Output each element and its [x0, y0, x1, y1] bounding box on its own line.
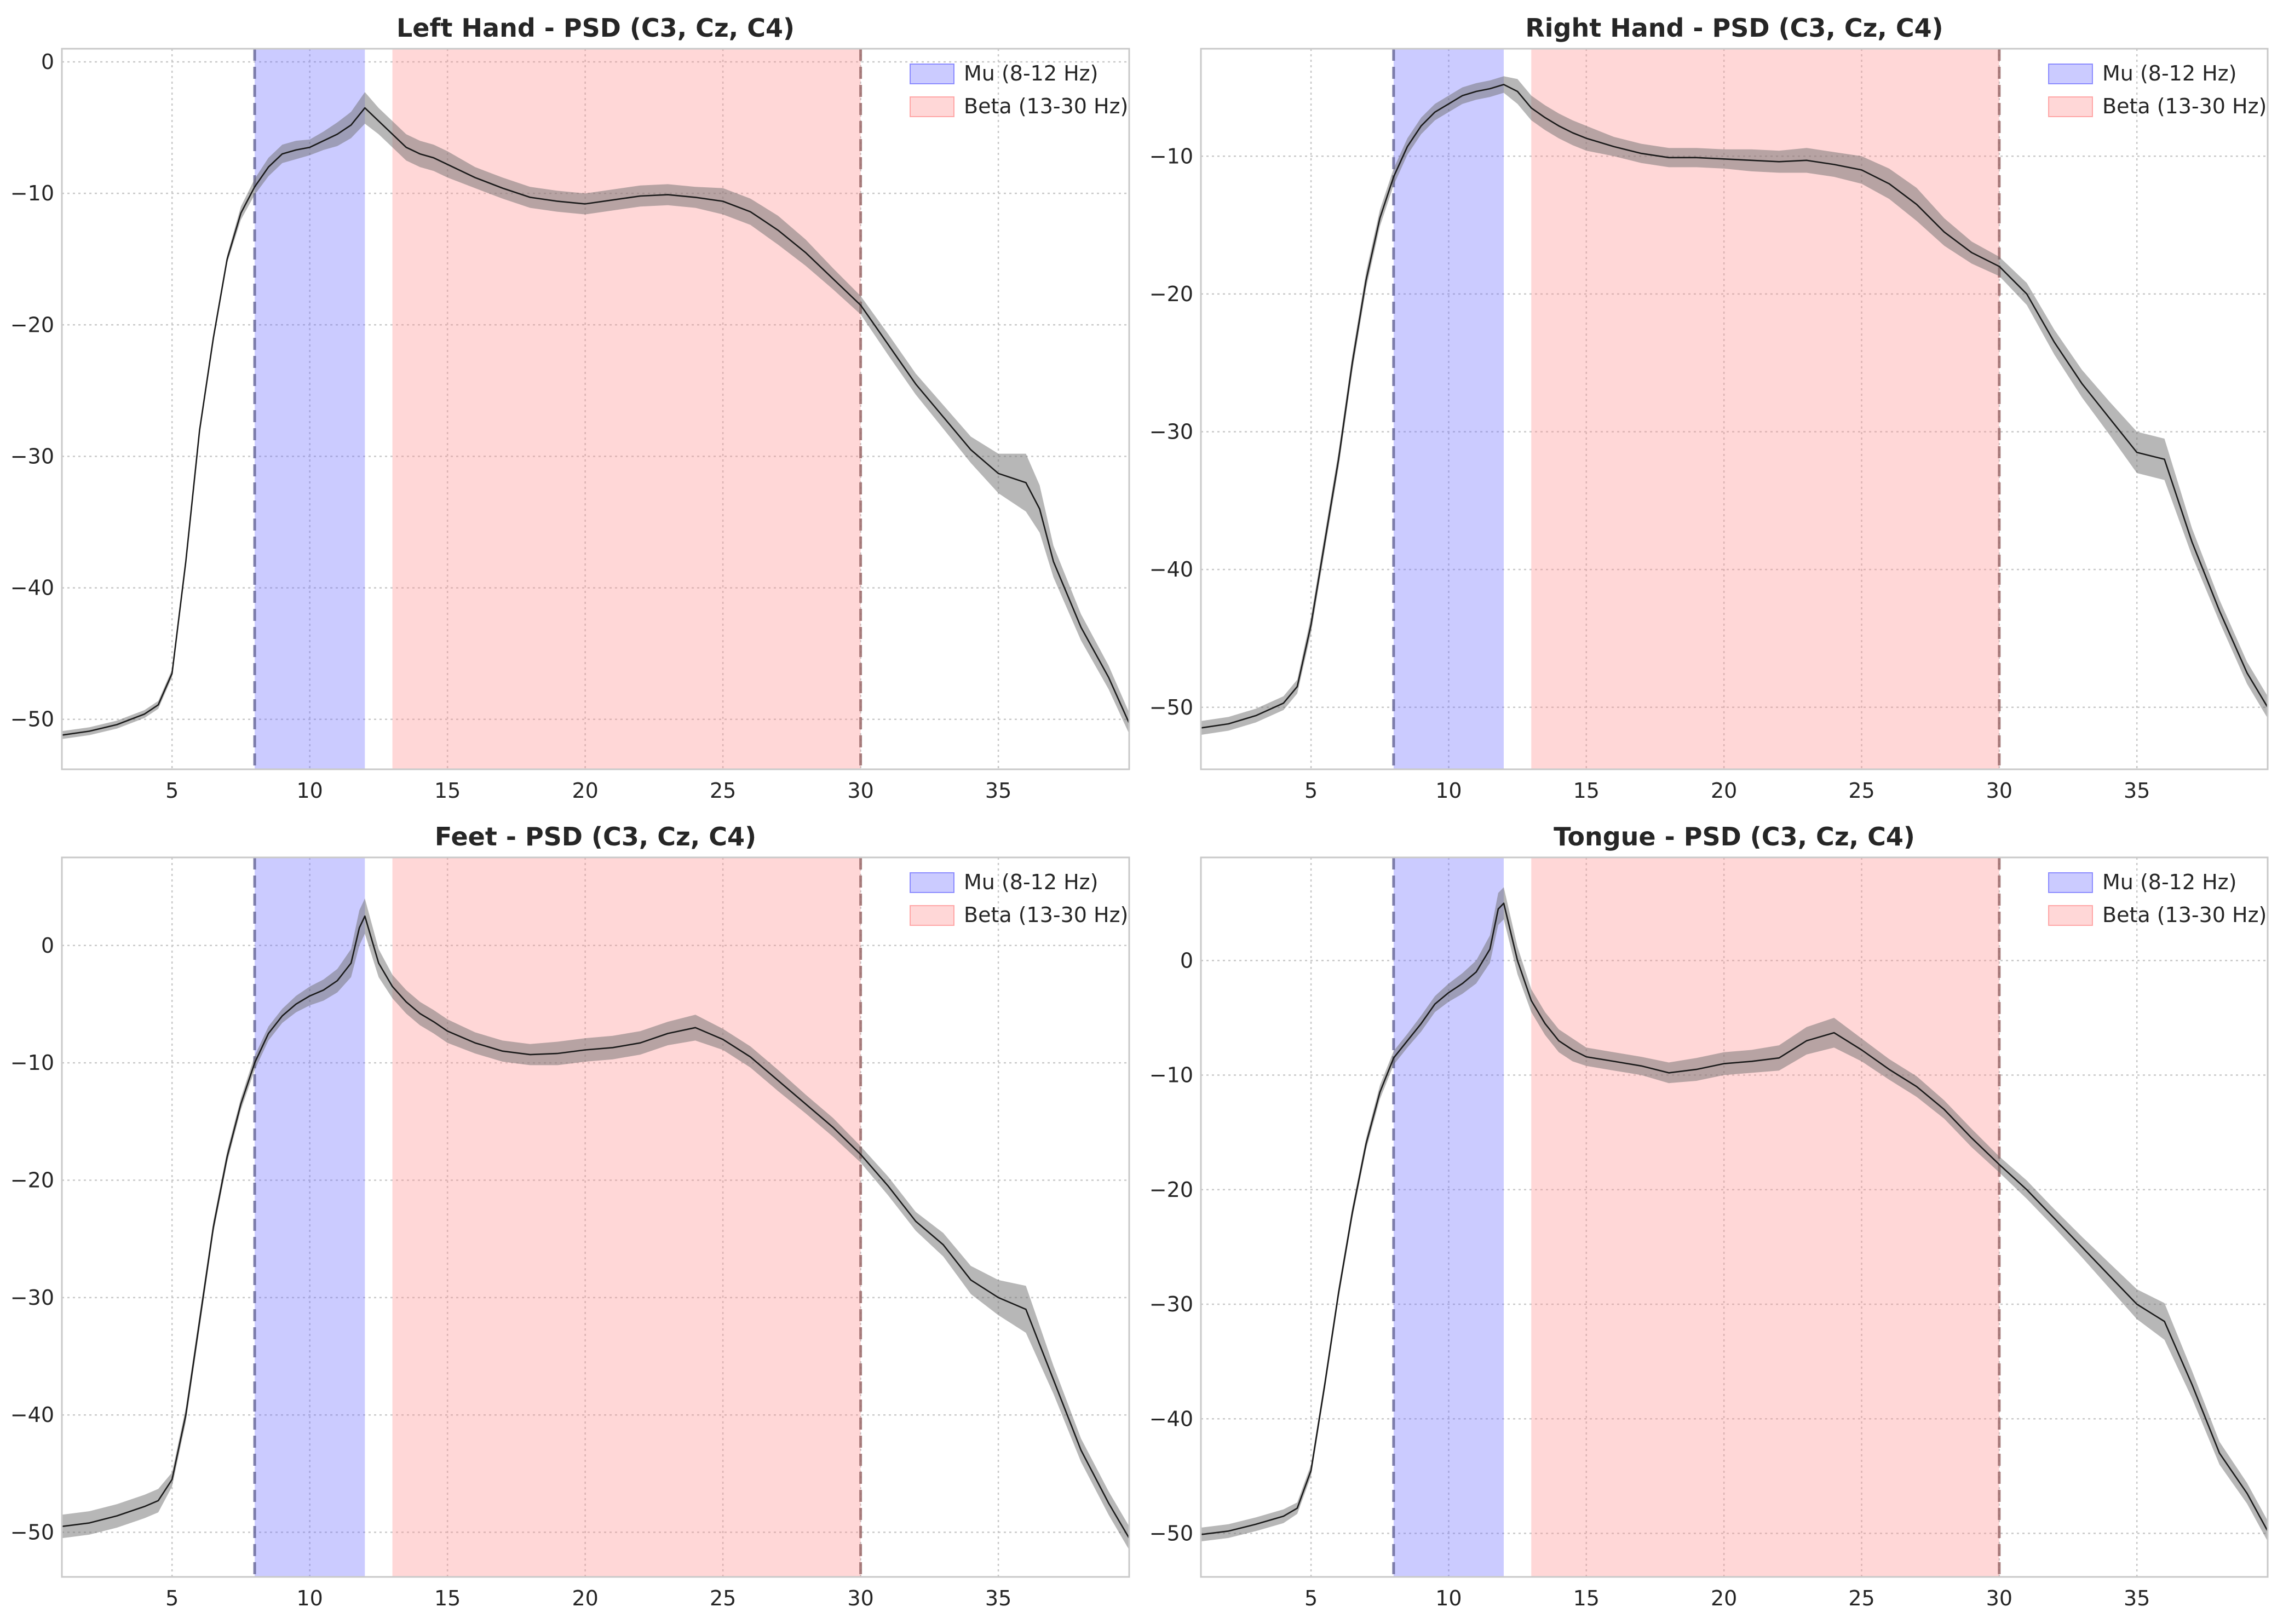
x-tick-label: 25 — [710, 779, 736, 803]
y-tick-label: −40 — [1149, 557, 1193, 581]
psd-mean-line — [62, 107, 1129, 736]
legend-swatch — [910, 64, 954, 84]
legend-label: Mu (8-12 Hz) — [964, 870, 1098, 894]
y-tick-label: −50 — [1149, 695, 1193, 719]
y-tick-label: 0 — [41, 934, 54, 958]
legend-label: Beta (13-30 Hz) — [964, 903, 1128, 927]
x-tick-label: 10 — [296, 1586, 323, 1610]
x-tick-label: 35 — [2124, 779, 2150, 803]
y-tick-label: −10 — [10, 181, 54, 205]
plot-content — [62, 857, 1129, 1577]
y-tick-label: −20 — [10, 313, 54, 337]
y-tick-label: −30 — [10, 444, 54, 468]
x-tick-label: 20 — [572, 1586, 598, 1610]
x-tick-label: 25 — [710, 1586, 736, 1610]
psd-mean-line — [1201, 84, 2268, 729]
y-tick-label: −10 — [10, 1051, 54, 1075]
x-tick-label: 5 — [165, 1586, 179, 1610]
axes-frame — [1200, 856, 2269, 1578]
x-tick-label: 5 — [165, 779, 179, 803]
y-tick-label: −20 — [1149, 1178, 1193, 1202]
y-tick-label: 0 — [41, 50, 54, 74]
beta-band — [392, 49, 861, 769]
legend-swatch — [2048, 872, 2093, 893]
chart-panel-1: 5 10 15 20 25 30 35 0 −10 −20 −30 −40 −50 Left Hand -… — [10, 13, 1130, 803]
legend-label: Mu (8-12 Hz) — [2102, 61, 2236, 85]
y-tick-label: −50 — [1149, 1521, 1193, 1545]
x-tick-label: 10 — [1435, 1586, 1462, 1610]
legend-swatch — [910, 872, 954, 893]
panel-title: Feet - PSD (C3, Cz, C4) — [435, 822, 756, 851]
axes-frame — [61, 856, 1130, 1578]
x-tick-label: 30 — [847, 779, 873, 803]
x-tick-label: 15 — [434, 1586, 461, 1610]
y-tick-label: −30 — [1149, 1292, 1193, 1316]
x-tick-label: 10 — [296, 779, 323, 803]
x-tick-label: 30 — [847, 1586, 873, 1610]
psd-mean-line — [1201, 902, 2268, 1535]
chart-panel-4: 5 10 15 20 25 30 35 0 −10 −20 −30 −40 −50 Tongue - PS… — [1149, 822, 2269, 1610]
x-tick-label: 15 — [1573, 779, 1600, 803]
y-tick-label: −40 — [10, 1403, 54, 1427]
x-tick-label: 35 — [985, 1586, 1011, 1610]
x-tick-label: 35 — [2124, 1586, 2150, 1610]
axes-frame — [61, 48, 1130, 770]
y-tick-label: −30 — [1149, 420, 1193, 444]
y-tick-label: 0 — [1180, 948, 1193, 972]
legend-label: Mu (8-12 Hz) — [964, 61, 1098, 85]
y-tick-label: −50 — [10, 707, 54, 732]
x-tick-label: 35 — [985, 779, 1011, 803]
beta-band — [392, 857, 861, 1577]
mu-band — [1393, 857, 1504, 1577]
y-tick-label: −20 — [10, 1168, 54, 1192]
legend-swatch — [2048, 64, 2093, 84]
panel-title: Tongue - PSD (C3, Cz, C4) — [1554, 822, 1915, 851]
panel-title: Left Hand - PSD (C3, Cz, C4) — [396, 13, 795, 43]
plot-content — [1201, 49, 2268, 769]
x-tick-label: 30 — [1986, 1586, 2012, 1610]
x-tick-label: 20 — [1711, 779, 1737, 803]
legend: Mu (8-12 Hz) Beta (13-30 Hz) — [2048, 61, 2267, 118]
chart-panel-2: 5 10 15 20 25 30 35 −10 −20 −30 −40 −50 Right Hand -… — [1149, 13, 2269, 803]
y-tick-label: −10 — [1149, 144, 1193, 168]
x-tick-label: 5 — [1304, 1586, 1318, 1610]
x-tick-label: 20 — [572, 779, 598, 803]
legend-label: Beta (13-30 Hz) — [2102, 903, 2267, 927]
legend-swatch — [2048, 96, 2093, 117]
y-tick-label: −40 — [10, 576, 54, 600]
beta-band — [1531, 857, 1999, 1577]
legend-label: Mu (8-12 Hz) — [2102, 870, 2236, 894]
legend: Mu (8-12 Hz) Beta (13-30 Hz) — [910, 61, 1128, 118]
psd-mean-line — [62, 915, 1129, 1539]
mu-band — [1393, 49, 1504, 769]
legend-swatch — [2048, 905, 2093, 926]
x-tick-label: 5 — [1304, 779, 1318, 803]
legend-label: Beta (13-30 Hz) — [2102, 94, 2267, 118]
plot-content — [62, 49, 1129, 769]
y-tick-label: −30 — [10, 1286, 54, 1310]
axes-frame — [1200, 48, 2269, 770]
x-tick-label: 15 — [434, 779, 461, 803]
y-tick-label: −50 — [10, 1521, 54, 1545]
legend-swatch — [910, 905, 954, 926]
legend: Mu (8-12 Hz) Beta (13-30 Hz) — [910, 870, 1128, 927]
y-tick-label: −40 — [1149, 1407, 1193, 1431]
x-tick-label: 25 — [1848, 1586, 1874, 1610]
x-tick-label: 15 — [1573, 1586, 1600, 1610]
psd-spread-area — [1201, 887, 2268, 1542]
panel-title: Right Hand - PSD (C3, Cz, C4) — [1525, 13, 1943, 43]
x-tick-label: 30 — [1986, 779, 2012, 803]
legend-label: Beta (13-30 Hz) — [964, 94, 1128, 118]
legend-swatch — [910, 96, 954, 117]
x-tick-label: 10 — [1435, 779, 1462, 803]
y-tick-label: −20 — [1149, 282, 1193, 306]
x-tick-label: 25 — [1848, 779, 1874, 803]
chart-panel-3: 5 10 15 20 25 30 35 0 −10 −20 −30 −40 −50 Feet - PSD … — [10, 822, 1130, 1610]
x-tick-label: 20 — [1711, 1586, 1737, 1610]
legend: Mu (8-12 Hz) Beta (13-30 Hz) — [2048, 870, 2267, 927]
y-tick-label: −10 — [1149, 1063, 1193, 1087]
plot-content — [1201, 857, 2268, 1577]
